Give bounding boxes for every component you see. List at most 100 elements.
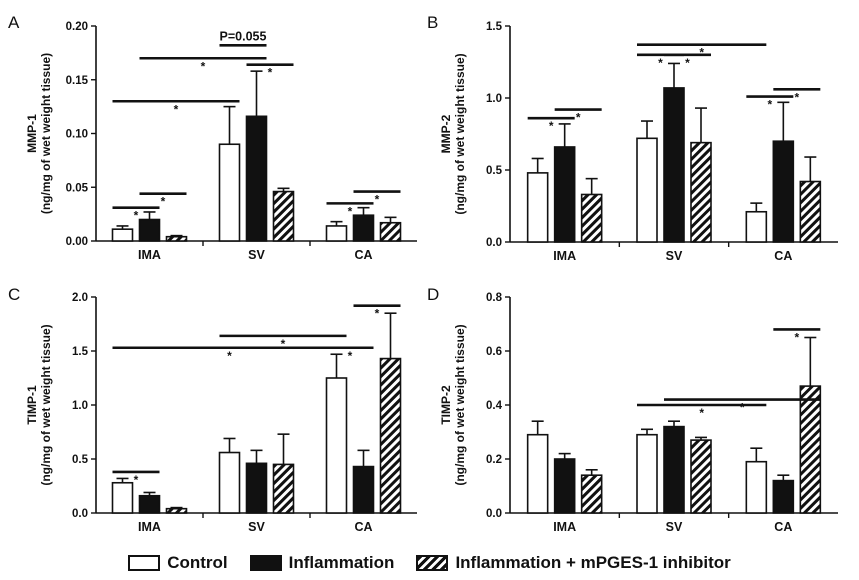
significance-star: * <box>794 330 799 344</box>
bar-inflammation <box>245 115 268 242</box>
y-axis-subtitle: (ng/mg of wet weight tissue) <box>453 324 467 485</box>
panel-a: A MMP-1 (ng/mg of wet weight tissue) 0.00 0.… <box>8 13 417 262</box>
bar-control <box>111 481 134 514</box>
panel-b: B MMP-2 (ng/mg of wet weight tissue) 0.0 0.5… <box>427 13 838 263</box>
bar-inhibitor <box>379 221 402 242</box>
bar-control <box>325 377 348 514</box>
bar-inflammation <box>772 140 795 243</box>
panel-letter: D <box>427 285 439 304</box>
x-tick-label: SV <box>666 520 683 534</box>
significance-star: * <box>767 98 772 112</box>
bar-control <box>745 210 768 243</box>
bar-inhibitor <box>690 439 712 514</box>
y-tick-label: 1.0 <box>72 400 88 412</box>
bar-control <box>745 460 768 514</box>
y-axis-title: TIMP-2 <box>439 385 453 425</box>
y-tick-label: 0.2 <box>486 454 502 466</box>
bar-inhibitor <box>165 235 188 242</box>
panel-letter: C <box>8 285 20 304</box>
y-axis-subtitle: (ng/mg of wet weight tissue) <box>39 324 53 485</box>
y-tick-label: 0.15 <box>66 75 89 87</box>
bar-inflammation <box>553 458 576 514</box>
y-axis-title: MMP-1 <box>25 114 39 153</box>
bar-inflammation <box>772 479 795 514</box>
x-tick-label: IMA <box>138 520 161 534</box>
y-tick-label: 0.5 <box>486 165 503 177</box>
x-tick-label: SV <box>666 249 683 263</box>
y-tick-label: 0.10 <box>66 129 88 141</box>
significance-star: * <box>134 209 139 223</box>
significance-star: * <box>699 406 704 420</box>
legend-label-inflammation: Inflammation <box>288 553 395 572</box>
legend-swatch-inflammation <box>249 555 282 571</box>
y-axis-subtitle: (ng/mg of wet weight tissue) <box>453 53 467 214</box>
significance-label: P=0.055 <box>220 29 267 43</box>
bar-inflammation <box>352 465 375 514</box>
bar-control <box>111 228 134 242</box>
legend-item-control: Control <box>128 553 228 573</box>
panel-letter: B <box>427 13 438 32</box>
bar-inhibitor <box>272 190 295 242</box>
y-tick-label: 1.5 <box>72 346 89 358</box>
bar-inflammation <box>352 214 375 242</box>
legend-swatch-control <box>128 555 161 571</box>
bar-inhibitor <box>580 193 603 243</box>
bar-inflammation <box>245 462 268 514</box>
legend-label-inhibitor: Inflammation + mPGES-1 inhibitor <box>455 553 731 572</box>
significance-star: * <box>549 119 554 133</box>
y-axis-subtitle: (ng/mg of wet weight tissue) <box>39 53 53 214</box>
significance-star: * <box>375 193 380 207</box>
significance-star: * <box>268 66 273 80</box>
y-tick-label: 0.0 <box>72 508 88 520</box>
y-tick-label: 1.0 <box>486 93 502 105</box>
x-tick-label: CA <box>774 249 792 263</box>
bar-inflammation <box>138 218 161 242</box>
legend-item-inflammation: Inflammation <box>249 553 395 573</box>
significance-star: * <box>227 349 232 363</box>
y-tick-label: 0.4 <box>486 400 503 412</box>
significance-star: * <box>794 90 799 104</box>
significance-star: * <box>658 56 663 70</box>
y-tick-label: 0.00 <box>66 236 88 248</box>
significance-star: * <box>685 56 690 70</box>
bar-inflammation <box>663 87 685 243</box>
y-tick-label: 0.05 <box>66 182 89 194</box>
significance-star: * <box>161 195 166 209</box>
bar-inhibitor <box>379 357 402 514</box>
y-tick-label: 0.20 <box>66 21 88 33</box>
legend-swatch-inhibitor <box>416 555 449 571</box>
bar-control <box>636 433 658 514</box>
bar-inhibitor <box>690 141 712 243</box>
significance-star: * <box>348 349 353 363</box>
significance-star: * <box>134 473 139 487</box>
y-tick-label: 2.0 <box>72 292 88 304</box>
bar-control <box>218 451 241 514</box>
bar-inhibitor <box>799 180 822 243</box>
x-tick-label: CA <box>774 520 792 534</box>
legend-label-control: Control <box>167 553 228 572</box>
bar-inflammation <box>553 146 576 243</box>
significance-star: * <box>174 102 179 116</box>
significance-star: * <box>201 59 206 73</box>
bar-inhibitor <box>799 385 822 514</box>
x-tick-label: CA <box>354 248 372 262</box>
y-tick-label: 0.5 <box>72 454 89 466</box>
y-tick-label: 0.0 <box>486 237 502 249</box>
y-tick-label: 0.8 <box>486 292 503 304</box>
x-tick-label: SV <box>248 248 265 262</box>
y-axis-title: TIMP-1 <box>25 385 39 425</box>
x-tick-label: IMA <box>553 520 576 534</box>
y-tick-label: 0.6 <box>486 346 502 358</box>
panel-d: D TIMP-2 (ng/mg of wet weight tissue) 0.0 0.… <box>427 285 838 534</box>
bar-inflammation <box>138 494 161 514</box>
legend: Control Inflammation Inflammation + mPGE… <box>0 549 859 577</box>
x-tick-label: CA <box>354 520 372 534</box>
panel-letter: A <box>8 13 20 32</box>
significance-star: * <box>375 307 380 321</box>
bar-inflammation <box>663 425 685 514</box>
bar-control <box>526 172 549 243</box>
bar-inhibitor <box>272 463 295 514</box>
y-axis-title: MMP-2 <box>439 114 453 153</box>
significance-star: * <box>348 204 353 218</box>
legend-item-inhibitor: Inflammation + mPGES-1 inhibitor <box>416 553 731 573</box>
